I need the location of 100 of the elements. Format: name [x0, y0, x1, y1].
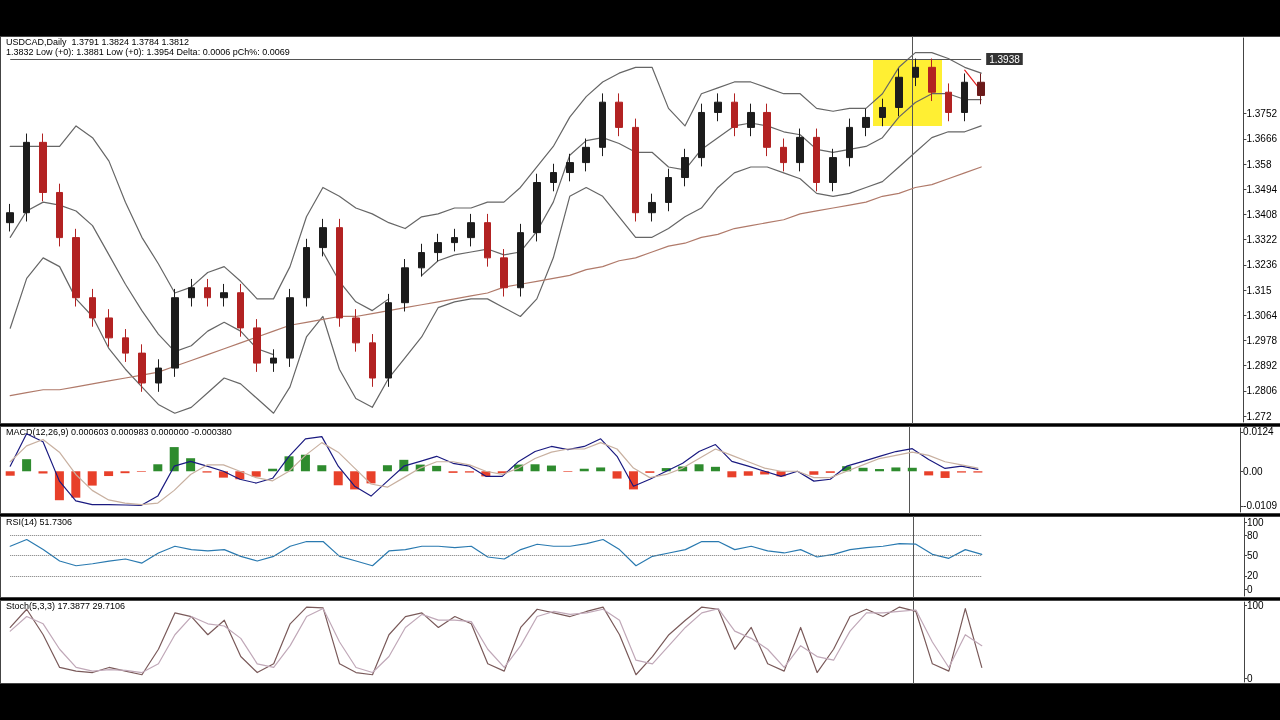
candlestick [204, 278, 211, 308]
y-tick-label: 1.3666 [1246, 133, 1278, 145]
candlestick [220, 283, 228, 308]
y-tick-label: 1.2806 [1246, 385, 1278, 397]
candlestick [56, 183, 63, 247]
candlestick [566, 153, 574, 182]
candlestick [401, 258, 409, 312]
candlestick [599, 92, 606, 157]
y-tick-label: 0 [1247, 672, 1253, 684]
candlestick [977, 72, 985, 105]
bar [87, 471, 97, 486]
candlestick [467, 213, 475, 247]
y-tick-label: 100 [1247, 516, 1265, 528]
bar [5, 471, 15, 476]
text: 1.3832 Low (+0): 1.3881 Low (+0): 1.3954 Delta: 0.0006 pCh%: 0.0069 [6, 47, 290, 57]
y-tick-label: 50 [1247, 550, 1259, 562]
candlestick [763, 103, 771, 157]
y-tick-label: 1.3322 [1246, 234, 1278, 246]
candlestick [39, 133, 47, 202]
candlestick [286, 288, 294, 368]
candlestick [6, 203, 14, 232]
candlestick [796, 128, 804, 172]
candlestick [862, 108, 870, 137]
bar [940, 471, 950, 478]
y-tick-label: 1.272 [1246, 410, 1272, 422]
candlestick [155, 358, 162, 393]
y-tick-label: 0.0124 [1243, 426, 1275, 438]
candlestick [895, 67, 903, 117]
candlestick [813, 128, 820, 192]
bar [300, 454, 310, 472]
candlestick [270, 348, 277, 373]
ref-line-label: 1.3938 [989, 53, 1021, 65]
candlestick [23, 133, 30, 222]
candlestick [681, 148, 689, 187]
bar [153, 464, 163, 472]
chart-title: USDCAD,Daily 1.3791 1.3824 1.3784 1.3812 [6, 37, 190, 47]
candlestick [122, 328, 129, 363]
candlestick [418, 243, 425, 278]
candlestick [72, 228, 80, 308]
candlestick [303, 238, 310, 308]
candlestick [105, 308, 113, 348]
chart-title: RSI(14) 51.7306 [6, 517, 73, 527]
y-tick-label: 20 [1247, 570, 1259, 582]
candlestick [550, 163, 557, 192]
candlestick [912, 58, 919, 87]
candlestick [533, 173, 541, 242]
bar [743, 471, 753, 476]
bar [694, 464, 704, 472]
line-series [9, 166, 982, 397]
candlestick [188, 278, 195, 308]
bar [366, 471, 376, 484]
candlestick [369, 333, 376, 388]
candlestick [665, 168, 672, 212]
bar [891, 467, 901, 472]
candlestick [138, 343, 146, 393]
y-tick-label: 1.2892 [1246, 360, 1278, 372]
bar [251, 471, 261, 477]
candlestick [615, 92, 623, 137]
candlestick [846, 118, 853, 167]
candlestick [253, 318, 261, 373]
bar [727, 471, 737, 478]
candlestick [484, 213, 491, 268]
bar [169, 447, 179, 472]
chart-title: MACD(12,26,9) 0.000603 0.000983 0.000000 -0.000380 [6, 427, 232, 437]
line-series [9, 125, 982, 414]
bar [432, 465, 442, 472]
bar [186, 458, 196, 472]
candlestick [731, 92, 738, 137]
candlestick [928, 58, 936, 102]
bar [382, 465, 392, 472]
bar [333, 471, 343, 486]
bar [54, 471, 64, 501]
candlestick [336, 218, 343, 328]
candlestick [829, 148, 837, 192]
candlestick [582, 138, 590, 172]
bar [317, 465, 327, 472]
y-tick-label: 80 [1247, 529, 1259, 541]
candlestick [89, 288, 96, 328]
line-series [9, 538, 983, 567]
bar [38, 471, 48, 474]
y-tick-label: -0.0109 [1243, 500, 1278, 512]
candlestick [500, 248, 508, 298]
candlestick [352, 308, 360, 353]
y-tick-label: 100 [1247, 600, 1265, 612]
candlestick [517, 223, 524, 298]
y-tick-label: 0 [1247, 583, 1253, 595]
candlestick [648, 193, 656, 222]
bar [22, 459, 32, 472]
y-tick-label: 0.00 [1243, 465, 1263, 477]
y-tick-label: 1.3064 [1246, 309, 1278, 321]
candlestick [632, 118, 639, 222]
y-tick-label: 1.3236 [1246, 259, 1278, 271]
y-tick-label: 1.3494 [1246, 183, 1278, 195]
candlestick [385, 293, 392, 388]
candlestick [698, 103, 705, 167]
candlestick [319, 218, 327, 257]
candlestick [451, 228, 458, 252]
candlestick [879, 98, 886, 127]
bar [612, 471, 622, 479]
candlestick [171, 288, 179, 378]
